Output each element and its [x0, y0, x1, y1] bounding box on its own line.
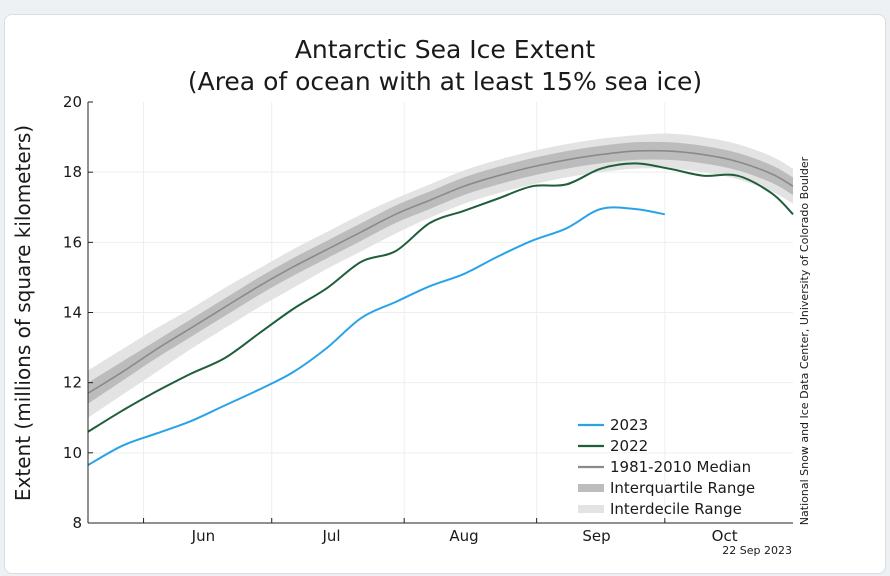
legend-swatch [578, 484, 604, 492]
date-stamp: 22 Sep 2023 [722, 544, 792, 557]
credit-text: National Snow and Ice Data Center, Unive… [798, 156, 811, 525]
chart-title: Antarctic Sea Ice Extent [295, 35, 596, 64]
x-tick-label: Sep [582, 527, 610, 545]
y-tick-label: 14 [63, 304, 82, 322]
chart-subtitle: (Area of ocean with at least 15% sea ice… [188, 67, 702, 96]
median-line [87, 149, 794, 394]
legend-label: Interdecile Range [610, 500, 742, 518]
y-tick-label: 18 [63, 163, 82, 181]
x-tick-label: Jul [321, 527, 340, 545]
interquartile-range-band [88, 141, 793, 404]
legend-label: 2022 [610, 437, 648, 455]
y-axis-label: Extent (millions of square kilometers) [11, 125, 35, 501]
series-2023-line [87, 206, 665, 466]
interdecile-range-band [88, 133, 793, 418]
y-tick-label: 10 [63, 444, 82, 462]
legend-item: Interdecile Range [578, 500, 742, 518]
legend-label: 2023 [610, 416, 648, 434]
y-tick-label: 20 [63, 93, 82, 111]
legend-item: 1981-2010 Median [578, 458, 751, 476]
chart-card [4, 14, 886, 574]
legend-item: 2022 [578, 437, 648, 455]
legend-item: Interquartile Range [578, 479, 755, 497]
legend-swatch [578, 505, 604, 513]
y-tick-label: 12 [63, 374, 82, 392]
legend-label: 1981-2010 Median [610, 458, 751, 476]
series-2022-line [87, 162, 794, 433]
x-tick-label: Aug [449, 527, 478, 545]
x-tick-label: Jun [191, 527, 215, 545]
y-tick-label: 16 [63, 233, 82, 251]
legend-item: 2023 [578, 416, 648, 434]
legend-label: Interquartile Range [610, 479, 755, 497]
x-tick-label: Oct [712, 527, 738, 545]
y-tick-label: 8 [72, 514, 82, 532]
